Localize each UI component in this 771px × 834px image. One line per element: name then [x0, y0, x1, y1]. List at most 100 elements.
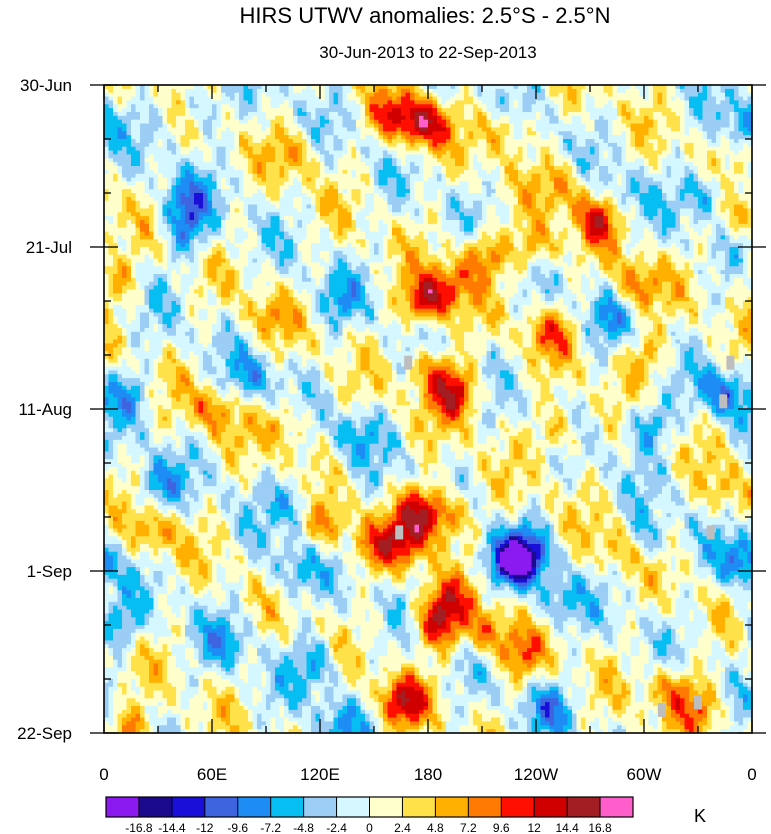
heatmap-cell [352, 120, 357, 124]
heatmap-cell [181, 97, 186, 101]
heatmap-cell [518, 166, 523, 170]
heatmap-cell [541, 185, 546, 189]
heatmap-cell [343, 112, 348, 116]
heatmap-cell [424, 127, 429, 131]
heatmap-cell [221, 166, 226, 170]
heatmap-cell [527, 127, 532, 131]
heatmap-cell [185, 93, 190, 97]
heatmap-cell [419, 189, 424, 193]
heatmap-cell [743, 170, 748, 174]
heatmap-cell [577, 89, 582, 93]
heatmap-cell [707, 100, 712, 104]
heatmap-cell [199, 162, 204, 166]
heatmap-cell [131, 158, 136, 162]
heatmap-cell [113, 178, 118, 182]
heatmap-cell [730, 104, 735, 108]
heatmap-cell [536, 185, 541, 189]
heatmap-cell [572, 181, 577, 185]
heatmap-cell [469, 147, 474, 151]
heatmap-cell [176, 189, 181, 193]
heatmap-cell [113, 170, 118, 174]
heatmap-cell [590, 154, 595, 158]
heatmap-cell [208, 112, 213, 116]
heatmap-cell [302, 104, 307, 108]
heatmap-cell [109, 116, 114, 120]
heatmap-cell [154, 197, 159, 201]
heatmap-cell [199, 124, 204, 128]
heatmap-cell [703, 174, 708, 178]
heatmap-cell [496, 97, 501, 101]
heatmap-cell [464, 131, 469, 135]
heatmap-cell [500, 93, 505, 97]
heatmap-cell [680, 131, 685, 135]
heatmap-cell [572, 158, 577, 162]
heatmap-cell [437, 158, 442, 162]
heatmap-cell [275, 112, 280, 116]
heatmap-cell [482, 143, 487, 147]
heatmap-cell [199, 151, 204, 155]
heatmap-cell [685, 197, 690, 201]
heatmap-cell [491, 131, 496, 135]
heatmap-cell [680, 116, 685, 120]
heatmap-cell [212, 170, 217, 174]
heatmap-cell [437, 124, 442, 128]
heatmap-cell [730, 189, 735, 193]
heatmap-cell [257, 108, 262, 112]
heatmap-cell [176, 124, 181, 128]
heatmap-cell [140, 104, 145, 108]
heatmap-cell [559, 201, 564, 205]
heatmap-cell [491, 120, 496, 124]
heatmap-cell [415, 93, 420, 97]
heatmap-cell [568, 201, 573, 205]
heatmap-cell [649, 166, 654, 170]
heatmap-cell [730, 116, 735, 120]
heatmap-cell [514, 158, 519, 162]
heatmap-cell [730, 97, 735, 101]
heatmap-cell [739, 100, 744, 104]
heatmap-cell [226, 151, 231, 155]
heatmap-cell [415, 135, 420, 139]
heatmap-cell [302, 131, 307, 135]
heatmap-cell [289, 89, 294, 93]
heatmap-cell [680, 124, 685, 128]
heatmap-cell [226, 174, 231, 178]
heatmap-cell [433, 93, 438, 97]
heatmap-cell [455, 104, 460, 108]
heatmap-cell [608, 112, 613, 116]
heatmap-cell [401, 193, 406, 197]
heatmap-cell [280, 158, 285, 162]
heatmap-cell [203, 197, 208, 201]
heatmap-cell [523, 185, 528, 189]
heatmap-cell [370, 185, 375, 189]
heatmap-cell [226, 147, 231, 151]
heatmap-cell [545, 139, 550, 143]
heatmap-cell [329, 127, 334, 131]
heatmap-cell [635, 174, 640, 178]
heatmap-cell [275, 154, 280, 158]
heatmap-cell [185, 112, 190, 116]
heatmap-cell [140, 197, 145, 201]
heatmap-cell [424, 158, 429, 162]
heatmap-cell [527, 100, 532, 104]
heatmap-cell [590, 97, 595, 101]
heatmap-cell [428, 193, 433, 197]
heatmap-cell [568, 151, 573, 155]
heatmap-cell [523, 143, 528, 147]
heatmap-cell [320, 89, 325, 93]
heatmap-cell [131, 116, 136, 120]
heatmap-cell [181, 193, 186, 197]
heatmap-cell [649, 139, 654, 143]
heatmap-cell [581, 154, 586, 158]
heatmap-cell [226, 181, 231, 185]
heatmap-cell [604, 181, 609, 185]
heatmap-cell [532, 170, 537, 174]
heatmap-cell [707, 193, 712, 197]
heatmap-cell [383, 178, 388, 182]
heatmap-cell [275, 124, 280, 128]
heatmap-cell [311, 93, 316, 97]
heatmap-cell [613, 139, 618, 143]
heatmap-cell [122, 178, 127, 182]
heatmap-cell [469, 170, 474, 174]
heatmap-cell [203, 124, 208, 128]
heatmap-cell [631, 93, 636, 97]
